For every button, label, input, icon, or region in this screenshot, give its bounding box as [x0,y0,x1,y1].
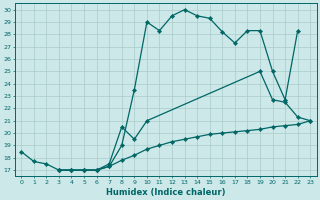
X-axis label: Humidex (Indice chaleur): Humidex (Indice chaleur) [106,188,226,197]
